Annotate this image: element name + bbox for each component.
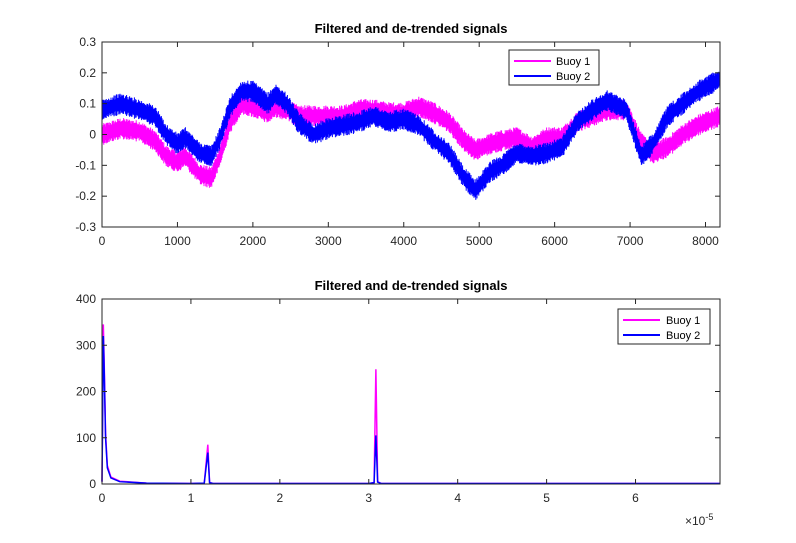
x-exponent-power: -5: [705, 512, 713, 522]
top-tick-layer: 0 1000 2000 3000 4000 5000 6000 7000 8000 -0.3 -0.…: [75, 35, 720, 248]
x-tick-label: 2: [276, 491, 283, 505]
x-tick-label: 7000: [617, 234, 644, 248]
x-tick-label: 8000: [692, 234, 719, 248]
bottom-series-layer: [101, 324, 720, 485]
bottom-legend-label-buoy-1: Buoy 1: [666, 315, 700, 327]
y-tick-label: 0.1: [79, 97, 96, 111]
x-tick-label: 0: [99, 234, 106, 248]
y-tick-label: -0.1: [75, 158, 96, 172]
x-tick-label: 0: [99, 491, 106, 505]
bottom-legend: Buoy 1 Buoy 2: [617, 308, 711, 345]
y-tick-label: 100: [76, 431, 96, 445]
x-exponent-base: ×10: [685, 514, 706, 528]
y-tick-label: -0.3: [75, 220, 96, 234]
y-tick-label: 400: [76, 292, 96, 306]
x-tick-label: 2000: [240, 234, 267, 248]
x-tick-label: 3000: [315, 234, 342, 248]
x-tick-label: 6000: [541, 234, 568, 248]
top-chart-title: Filtered and de-trended signals: [315, 21, 508, 36]
x-tick-label: 1: [188, 491, 195, 505]
bottom-chart-title: Filtered and de-trended signals: [315, 278, 508, 293]
y-tick-label: 0.3: [79, 35, 96, 49]
y-tick-label: 0.2: [79, 66, 96, 80]
y-tick-label: 0: [89, 128, 96, 142]
series-line-buoy-2: [101, 335, 720, 485]
top-legend: Buoy 1 Buoy 2: [508, 49, 600, 86]
bottom-legend-label-buoy-2: Buoy 2: [666, 330, 700, 342]
x-tick-label: 6: [632, 491, 639, 505]
x-tick-label: 4000: [390, 234, 417, 248]
x-tick-label: 4: [454, 491, 461, 505]
bottom-legend-box: [617, 308, 711, 345]
bottom-x-exponent-label: ×10-5: [685, 512, 713, 528]
series-line-buoy-1: [101, 324, 720, 485]
y-tick-label: 200: [76, 385, 96, 399]
top-legend-box: [508, 49, 600, 86]
y-tick-label: 0: [89, 477, 96, 491]
top-series-layer: [101, 71, 720, 200]
bottom-tick-layer: 0 1 2 3 4 5 6 0 100 200 300 400: [76, 292, 720, 505]
x-tick-label: 5: [543, 491, 550, 505]
top-axes: Filtered and de-trended signals 0 1000 200…: [75, 21, 721, 248]
y-tick-label: 300: [76, 338, 96, 352]
top-legend-label-buoy-2: Buoy 2: [556, 71, 590, 83]
top-legend-label-buoy-1: Buoy 1: [556, 56, 590, 68]
top-axes-box: [101, 41, 721, 228]
series-line-buoy-2: [101, 71, 720, 200]
y-tick-label: -0.2: [75, 189, 96, 203]
x-tick-label: 5000: [466, 234, 493, 248]
bottom-axes: Filtered and de-trended signals 0 1 2 3 4 5 60…: [76, 278, 721, 528]
x-tick-label: 1000: [164, 234, 191, 248]
x-tick-label: 3: [365, 491, 372, 505]
